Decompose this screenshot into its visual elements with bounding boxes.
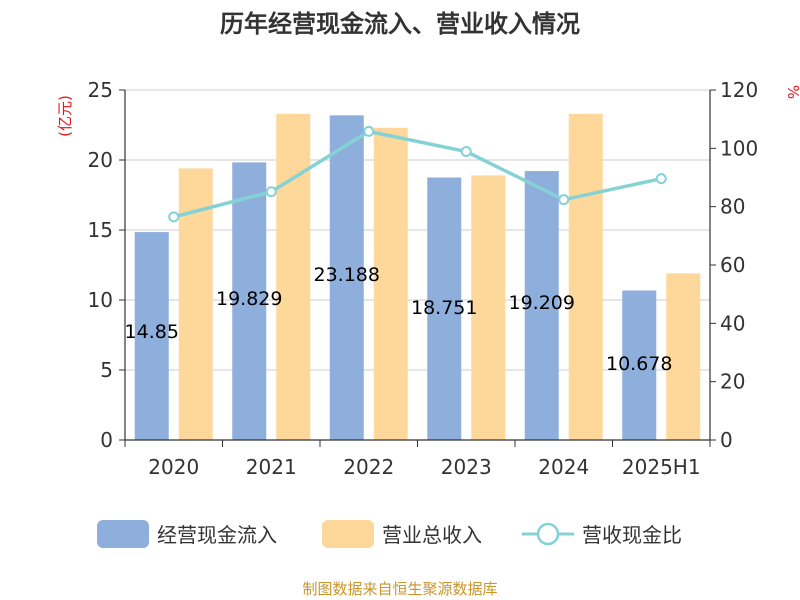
legend-item-ratio: 营收现金比 <box>522 522 682 547</box>
left-tick-label: 20 <box>88 148 113 172</box>
x-tick-label: 2025H1 <box>622 455 701 479</box>
ratio-point <box>363 125 375 137</box>
left-axis-unit: (亿元) <box>56 95 74 137</box>
data-labels: 14.85 19.829 23.188 18.751 19.209 10.678 <box>125 264 673 375</box>
chart-title: 历年经营现金流入、营业收入情况 <box>220 10 580 38</box>
legend-label: 营业总收入 <box>382 523 482 547</box>
left-tick-label: 25 <box>88 78 113 102</box>
bar-cash-inflow <box>134 232 169 440</box>
data-label: 19.829 <box>216 288 282 310</box>
gridlines <box>125 89 710 371</box>
bar-cash-inflow <box>524 171 559 440</box>
ratio-point <box>558 194 570 206</box>
right-tick-label: 0 <box>720 428 733 452</box>
legend-swatch <box>97 520 149 548</box>
ratio-point <box>265 186 277 198</box>
legend-item-total-revenue: 营业总收入 <box>322 520 482 548</box>
bar-total-revenue <box>471 175 506 440</box>
bars <box>134 113 701 441</box>
bar-cash-inflow <box>427 177 462 440</box>
data-label: 10.678 <box>606 353 672 375</box>
source-note: 制图数据来自恒生聚源数据库 <box>302 580 497 598</box>
right-tick-label: 120 <box>720 78 758 102</box>
left-tick-label: 0 <box>100 428 113 452</box>
bar-total-revenue <box>568 113 603 441</box>
right-tick-label: 80 <box>720 195 745 219</box>
data-label: 19.209 <box>509 292 575 314</box>
ratio-point <box>655 173 667 185</box>
x-tick-label: 2020 <box>148 455 199 479</box>
x-tick-label: 2023 <box>441 455 492 479</box>
x-tick-label: 2021 <box>246 455 297 479</box>
right-axis-unit: % <box>784 85 800 99</box>
bar-cash-inflow <box>329 115 364 441</box>
x-tick-label: 2022 <box>343 455 394 479</box>
bar-total-revenue <box>276 113 311 441</box>
right-tick-label: 100 <box>720 136 758 160</box>
right-tick-label: 40 <box>720 311 745 335</box>
legend: 经营现金流入 营业总收入 营收现金比 <box>97 520 682 548</box>
bar-cash-inflow <box>232 162 267 441</box>
legend-item-cash-inflow: 经营现金流入 <box>97 520 277 548</box>
left-tick-label: 15 <box>88 218 113 242</box>
right-tick-label: 20 <box>720 370 745 394</box>
bar-total-revenue <box>666 273 701 440</box>
ratio-line-path <box>173 129 662 219</box>
axes: 0 5 10 15 20 25 0 20 40 60 80 100 120 2020 2021 2022 202… <box>88 78 759 479</box>
data-label: 14.85 <box>125 321 179 343</box>
left-tick-label: 10 <box>88 288 113 312</box>
left-tick-label: 5 <box>100 358 113 382</box>
bar-cash-inflow <box>622 290 657 440</box>
legend-label: 经营现金流入 <box>157 523 277 547</box>
data-label: 18.751 <box>411 297 477 319</box>
legend-swatch <box>322 520 374 548</box>
data-label: 23.188 <box>314 264 380 286</box>
ratio-line <box>168 125 667 223</box>
x-tick-label: 2024 <box>538 455 589 479</box>
legend-swatch-marker <box>536 522 560 546</box>
bar-total-revenue <box>373 127 408 441</box>
legend-label: 营收现金比 <box>582 523 682 547</box>
ratio-point <box>168 211 180 223</box>
ratio-point <box>460 146 472 158</box>
right-tick-label: 60 <box>720 253 745 277</box>
